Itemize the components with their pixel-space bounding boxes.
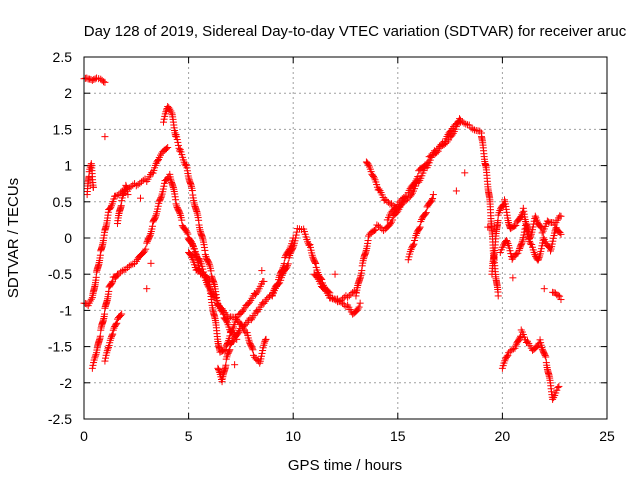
y-tick-label: 0 xyxy=(64,230,72,246)
y-tick-label: 2.5 xyxy=(53,49,73,65)
series-spike-a xyxy=(113,181,132,228)
series-upper-c xyxy=(383,115,485,224)
series-trough-c xyxy=(185,248,268,322)
y-tick-label: -2.5 xyxy=(48,411,72,427)
series-right-deep xyxy=(498,326,563,403)
x-tick-label: 10 xyxy=(285,428,301,444)
x-tick-label: 25 xyxy=(599,428,615,444)
y-axis-label: SDTVAR / TECUs xyxy=(5,178,22,298)
x-tick-label: 0 xyxy=(80,428,88,444)
series-left-low xyxy=(80,144,172,310)
series-left-spike xyxy=(83,160,97,199)
x-tick-label: 20 xyxy=(495,428,511,444)
series-right-tail xyxy=(549,288,565,304)
y-tick-label: 2 xyxy=(64,85,72,101)
plot-frame xyxy=(83,56,608,420)
ticks-layer: 0 5 10 15 20 25 -2.5 -2 -1.5 -1 -0.5 0 0.5 1 1.5 2 2.5 xyxy=(48,49,615,444)
grid-layer xyxy=(84,57,607,419)
series-rise-c xyxy=(352,118,465,300)
y-tick-label: 1.5 xyxy=(53,121,73,137)
x-axis-label: GPS time / hours xyxy=(288,457,402,474)
series-trough-a xyxy=(185,234,297,356)
y-tick-label: 1 xyxy=(64,158,72,174)
series-top-start xyxy=(80,74,109,86)
series-peak-a xyxy=(159,103,241,343)
x-tick-label: 15 xyxy=(390,428,406,444)
x-tick-label: 5 xyxy=(185,428,193,444)
series-left-rise-b xyxy=(88,270,121,372)
y-tick-label: -2 xyxy=(60,375,73,391)
series-dip-b xyxy=(310,270,364,318)
series-low-c xyxy=(404,191,437,264)
marks-layer xyxy=(80,74,565,403)
y-tick-label: 0.5 xyxy=(53,194,73,210)
y-tick-label: -1 xyxy=(60,302,73,318)
y-tick-label: -1.5 xyxy=(48,339,72,355)
chart-title: Day 128 of 2019, Sidereal Day-to-day VTE… xyxy=(84,23,627,40)
series-trough-b xyxy=(214,320,270,386)
series-left-rise-c xyxy=(101,310,126,365)
series-right-low xyxy=(496,221,565,264)
series-outliers xyxy=(101,133,548,369)
y-tick-label: -0.5 xyxy=(48,266,72,282)
series-rise-b xyxy=(268,225,360,306)
